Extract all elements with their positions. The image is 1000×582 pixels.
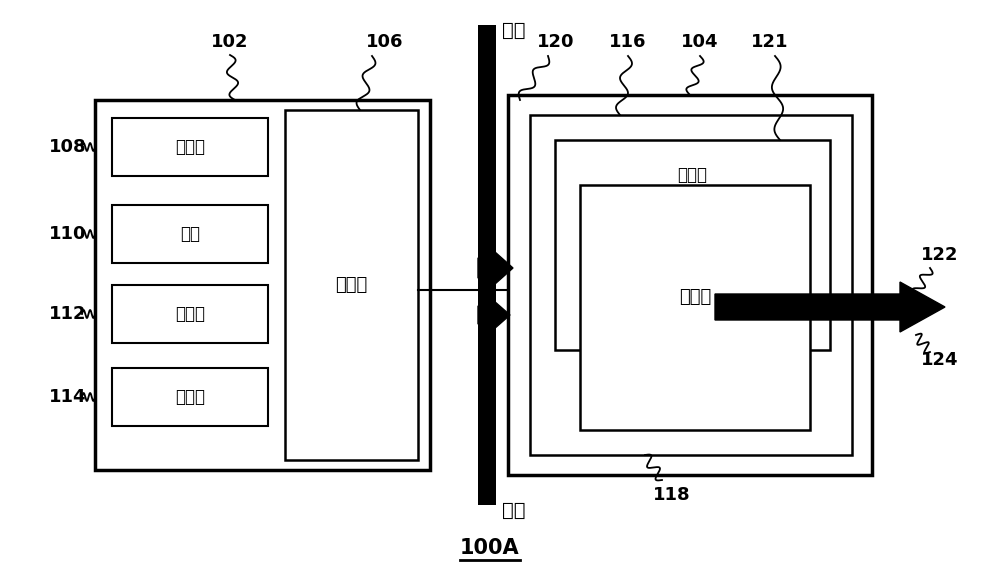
Text: 控制部: 控制部 <box>335 276 367 294</box>
Text: 104: 104 <box>681 33 719 51</box>
Bar <box>530 115 852 455</box>
Text: 112: 112 <box>49 305 87 323</box>
Text: 100A: 100A <box>460 538 520 558</box>
Bar <box>508 95 872 475</box>
Text: 122: 122 <box>921 246 959 264</box>
FancyArrow shape <box>478 252 513 284</box>
Text: 102: 102 <box>211 33 249 51</box>
Text: 传感器: 传感器 <box>175 305 205 323</box>
Text: 114: 114 <box>49 388 87 406</box>
Bar <box>478 25 496 505</box>
Text: 110: 110 <box>49 225 87 243</box>
Text: 121: 121 <box>751 33 789 51</box>
Text: 空气: 空气 <box>502 20 526 40</box>
FancyArrow shape <box>478 301 510 329</box>
Text: 106: 106 <box>366 33 404 51</box>
Text: 108: 108 <box>49 138 87 156</box>
Text: 通知部: 通知部 <box>175 138 205 156</box>
Bar <box>112 118 268 176</box>
Bar <box>555 140 830 350</box>
Text: 电池: 电池 <box>180 225 200 243</box>
Text: 雾化部: 雾化部 <box>679 288 711 306</box>
Text: 存储器: 存储器 <box>175 388 205 406</box>
Bar <box>112 368 268 426</box>
Bar <box>580 185 810 430</box>
Text: 116: 116 <box>609 33 647 51</box>
Text: 120: 120 <box>537 33 575 51</box>
Text: 118: 118 <box>653 486 691 504</box>
Bar <box>285 110 418 460</box>
Bar <box>112 205 268 263</box>
Bar <box>112 285 268 343</box>
Text: 124: 124 <box>921 351 959 369</box>
FancyArrow shape <box>715 282 945 332</box>
Text: 空气: 空气 <box>502 501 526 520</box>
Bar <box>95 100 430 470</box>
Text: 贯液器: 贯液器 <box>677 166 707 184</box>
